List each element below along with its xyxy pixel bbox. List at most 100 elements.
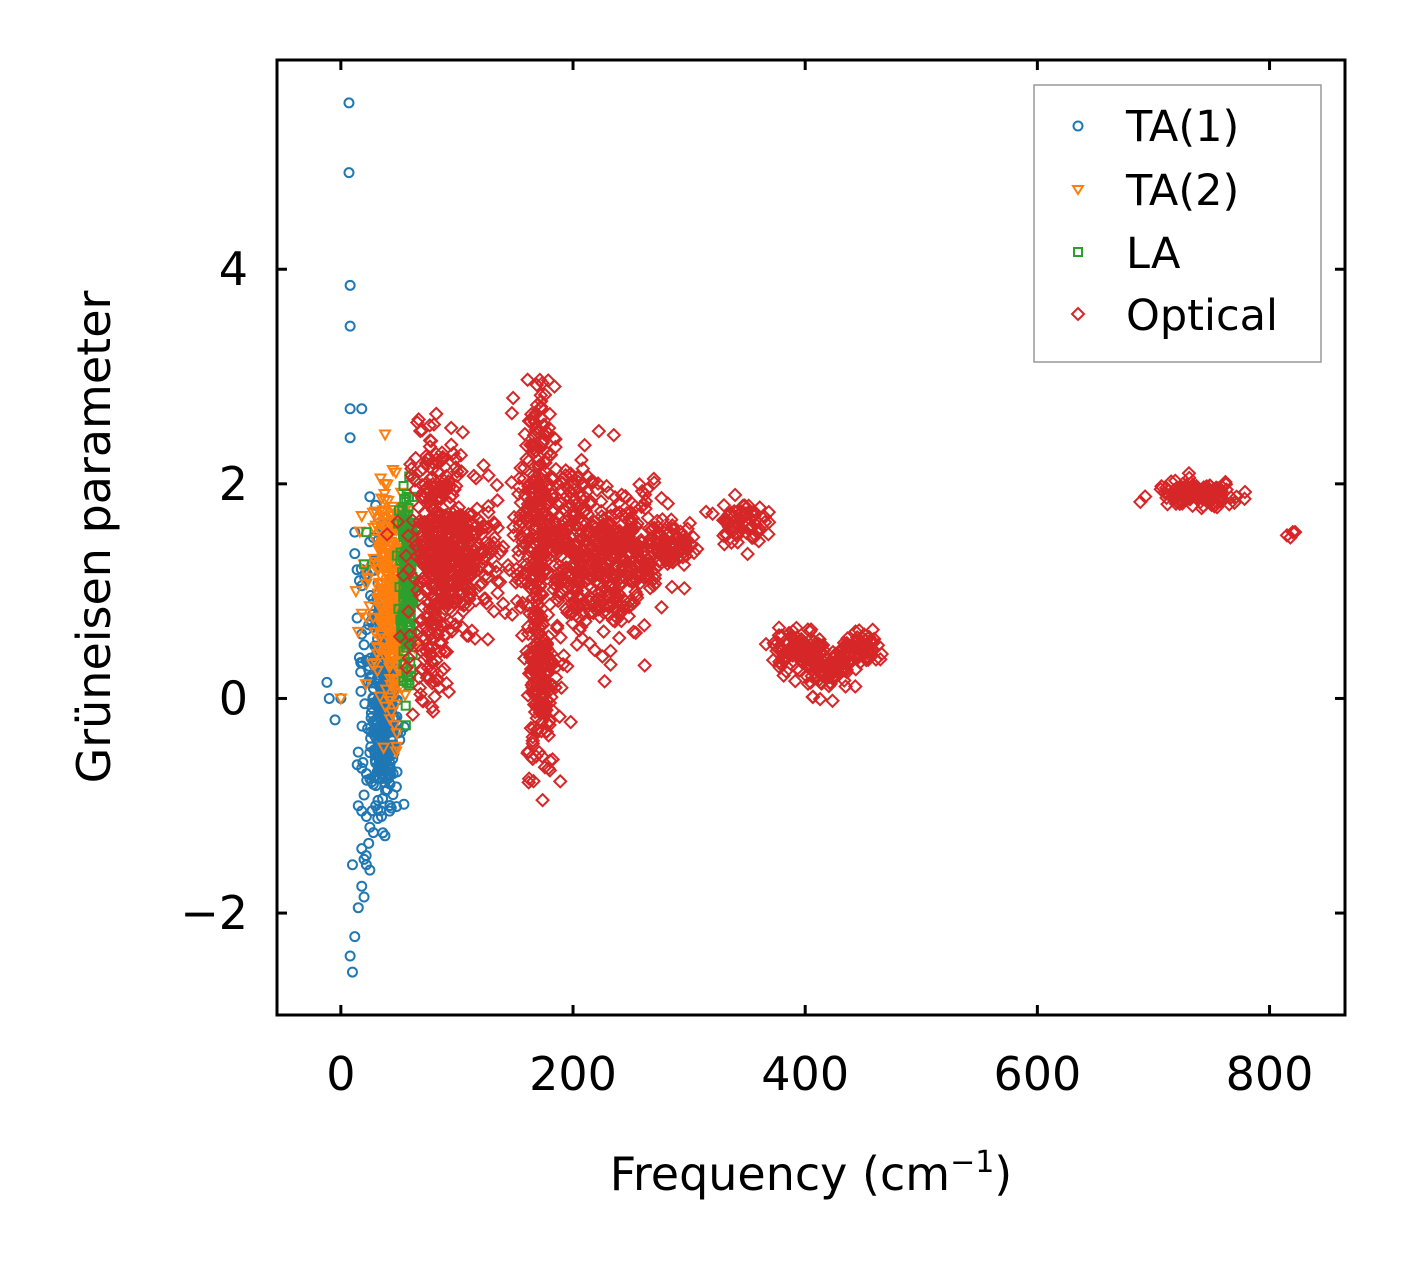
optical-point — [424, 646, 439, 662]
ta1-point — [364, 491, 376, 503]
ta2-point — [385, 541, 399, 554]
optical-point — [532, 702, 548, 718]
optical-point — [547, 379, 562, 394]
ta2-point — [390, 728, 404, 741]
optical-point — [546, 558, 562, 574]
optical-point — [721, 506, 737, 522]
optical-point — [610, 611, 625, 626]
optical-point — [642, 580, 658, 596]
optical-point — [420, 623, 436, 638]
la-point — [400, 528, 411, 539]
ta1-point — [358, 853, 370, 865]
optical-point — [800, 622, 816, 637]
optical-point — [460, 628, 476, 644]
optical-point — [457, 523, 473, 539]
optical-point — [399, 660, 415, 675]
optical-point — [546, 430, 562, 446]
optical-point — [599, 478, 614, 494]
optical-point — [553, 680, 569, 696]
optical-point — [573, 523, 589, 539]
y-ticks: −2 0 2 4 — [180, 242, 1345, 940]
optical-point — [572, 510, 588, 526]
ta1-point — [363, 837, 375, 849]
optical-point — [772, 656, 788, 672]
optical-point — [411, 499, 427, 515]
optical-point — [621, 599, 637, 615]
optical-point — [408, 450, 424, 466]
optical-point — [390, 514, 406, 530]
optical-point — [746, 503, 762, 519]
optical-point — [569, 580, 584, 596]
optical-point — [461, 598, 477, 613]
legend-entry-la: LA — [1073, 229, 1181, 279]
optical-point — [855, 641, 871, 657]
points-layer — [321, 97, 1303, 978]
optical-point — [623, 504, 639, 520]
ta2-point — [388, 699, 403, 712]
optical-point — [613, 518, 629, 534]
optical-point — [542, 520, 557, 536]
ta2-point — [370, 665, 385, 678]
y-axis-title: Grüneisen parameter — [67, 290, 121, 783]
optical-point — [664, 518, 680, 533]
optical-point — [577, 552, 593, 568]
ta1-point — [358, 789, 370, 801]
optical-point — [783, 641, 799, 657]
optical-point — [660, 496, 676, 511]
optical-point — [521, 483, 536, 498]
optical-point — [546, 491, 562, 507]
optical-point — [532, 372, 548, 388]
optical-point — [412, 587, 428, 603]
ta2-point — [373, 473, 388, 486]
optical-point — [587, 642, 603, 658]
optical-point — [752, 500, 768, 515]
optical-point — [524, 677, 540, 693]
optical-point — [676, 580, 692, 596]
optical-point — [1166, 482, 1182, 498]
optical-point — [620, 531, 636, 547]
optical-point — [774, 628, 789, 644]
optical-point — [407, 482, 423, 498]
ta2-point — [388, 679, 402, 692]
optical-point — [832, 649, 848, 665]
optical-point — [453, 596, 469, 612]
ta2-point — [378, 429, 392, 442]
optical-point — [602, 514, 618, 530]
optical-point — [601, 540, 617, 556]
optical-point — [665, 554, 681, 570]
optical-point — [576, 513, 592, 528]
optical-point — [1283, 530, 1298, 545]
optical-point — [481, 467, 496, 483]
optical-point — [682, 515, 698, 531]
optical-point — [480, 498, 496, 514]
optical-point — [523, 406, 539, 422]
la-point — [405, 635, 416, 646]
optical-point — [734, 508, 750, 524]
optical-point — [443, 420, 459, 436]
optical-point — [400, 528, 416, 544]
optical-point — [526, 773, 541, 789]
ta1-point — [356, 720, 368, 732]
optical-point — [545, 752, 561, 767]
ta2-point — [381, 617, 395, 630]
optical-point — [460, 528, 476, 544]
optical-point — [441, 585, 457, 600]
optical-point — [629, 587, 645, 603]
optical-point — [458, 516, 474, 532]
optical-point — [737, 498, 753, 513]
ta2-point — [378, 701, 393, 714]
ta2-point — [382, 597, 396, 610]
optical-point — [422, 647, 437, 662]
optical-point — [836, 635, 852, 651]
optical-point — [689, 541, 705, 557]
optical-point — [1154, 478, 1169, 494]
optical-point — [716, 536, 732, 552]
optical-point — [413, 686, 428, 702]
optical-point — [676, 557, 692, 573]
optical-point — [540, 507, 555, 523]
optical-point — [1173, 480, 1189, 495]
optical-point — [542, 406, 558, 422]
optical-point — [425, 673, 441, 689]
optical-point — [613, 605, 629, 621]
optical-point — [629, 572, 645, 588]
